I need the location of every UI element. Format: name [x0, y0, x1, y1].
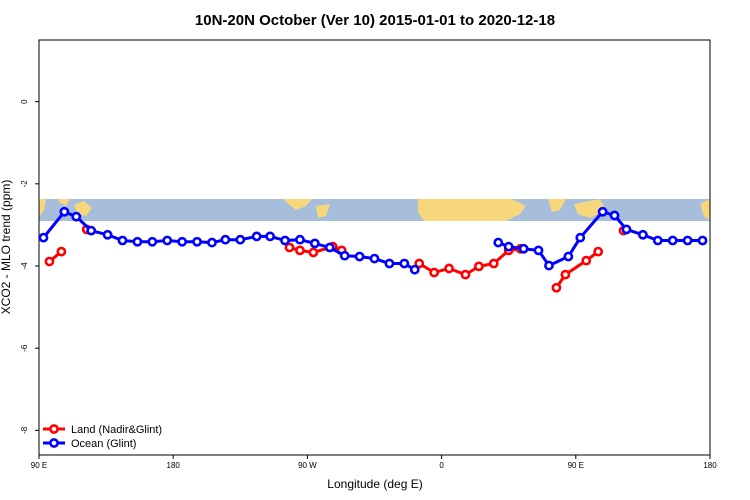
data-point: [409, 264, 420, 275]
y-axis-label: XCO2 - MLO trend (ppm): [0, 180, 13, 315]
legend-marker: [49, 438, 59, 448]
data-point: [280, 235, 290, 246]
data-point: [575, 232, 586, 243]
data-point: [339, 250, 350, 261]
data-point: [56, 246, 67, 257]
y-tick-label: -4: [20, 262, 29, 270]
data-point: [518, 243, 529, 254]
data-point: [444, 263, 454, 274]
land-shape: [548, 199, 566, 212]
data-point: [295, 245, 305, 256]
y-tick-label: -6: [20, 344, 29, 352]
x-tick-label: 0: [439, 461, 444, 470]
data-point: [71, 211, 82, 222]
data-point: [473, 261, 484, 272]
legend-label: Ocean (Glint): [71, 438, 136, 450]
x-tick-label: 90 W: [298, 461, 317, 470]
data-point: [609, 210, 620, 221]
data-point: [265, 231, 276, 242]
data-point: [533, 245, 544, 256]
x-axis-label: Longitude (deg E): [327, 477, 422, 491]
data-point: [544, 260, 554, 271]
data-point: [551, 282, 562, 293]
chart-title: 10N-20N October (Ver 10) 2015-01-01 to 2…: [195, 12, 555, 29]
x-tick-label: 90 E: [568, 461, 584, 470]
legend-label: Land (Nadir&Glint): [71, 424, 162, 436]
land-shape: [284, 199, 312, 210]
data-point: [621, 224, 632, 235]
data-point: [284, 242, 295, 253]
data-point: [667, 235, 678, 246]
x-tick-label: 90 E: [31, 461, 47, 470]
data-point: [354, 251, 365, 262]
data-point: [117, 235, 128, 246]
ocean-band: [39, 199, 710, 221]
data-point: [414, 258, 425, 269]
data-point: [384, 258, 395, 269]
data-point: [207, 237, 217, 248]
data-point: [295, 234, 305, 245]
data-point: [44, 256, 55, 267]
data-point: [162, 235, 173, 246]
data-point: [493, 237, 504, 248]
plot-frame: [38, 39, 711, 456]
y-tick-label: -2: [20, 180, 29, 188]
legend: Land (Nadir&Glint) Ocean (Glint): [43, 424, 162, 450]
data-point: [697, 235, 708, 246]
data-point: [86, 225, 97, 236]
data-point: [308, 247, 319, 258]
data-point: [563, 251, 574, 262]
data-point: [324, 242, 335, 253]
land-shape: [74, 201, 92, 216]
data-point: [581, 255, 592, 266]
data-point: [429, 267, 440, 278]
land-shape: [316, 204, 330, 218]
data-point: [102, 229, 113, 240]
data-point: [597, 206, 608, 217]
land-shape: [39, 199, 46, 216]
data-point: [147, 236, 158, 247]
land-shape: [418, 199, 526, 221]
data-point: [132, 236, 143, 247]
data-point: [38, 232, 49, 243]
data-point: [488, 258, 499, 269]
data-point: [220, 234, 231, 245]
data-point: [593, 246, 604, 257]
data-point: [460, 269, 471, 280]
x-tick-label: 180: [167, 461, 181, 470]
data-point: [682, 235, 693, 246]
data-point: [652, 235, 663, 246]
map-strip: [39, 199, 710, 221]
data-point: [399, 258, 410, 269]
data-point: [251, 231, 262, 242]
data-point: [235, 234, 246, 245]
land-shape: [58, 199, 70, 206]
data-point: [503, 241, 514, 252]
data-point: [59, 206, 70, 217]
data-point: [560, 269, 571, 280]
data-point: [177, 236, 188, 247]
land-shape: [700, 199, 710, 221]
legend-marker: [49, 424, 59, 434]
y-tick-label: 0: [20, 99, 29, 104]
data-point: [309, 238, 320, 249]
data-point: [369, 253, 380, 264]
data-point: [638, 229, 648, 240]
y-tick-label: -8: [20, 426, 29, 434]
data-point: [192, 236, 202, 247]
x-tick-label: 180: [703, 461, 717, 470]
